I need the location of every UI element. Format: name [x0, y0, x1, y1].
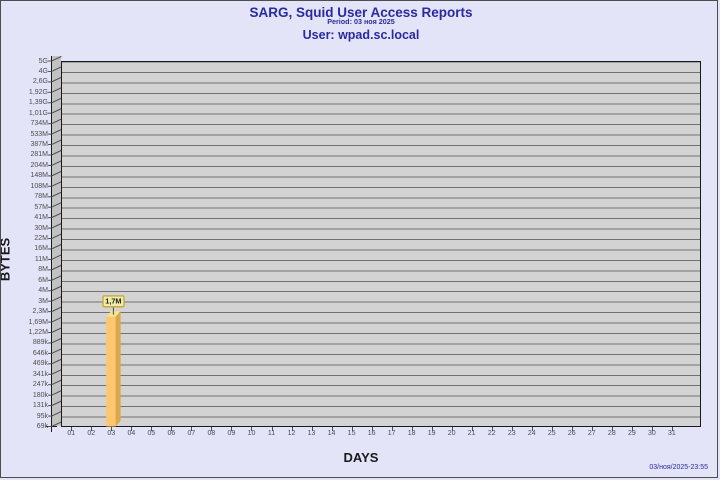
svg-text:1,7M: 1,7M	[105, 297, 121, 306]
